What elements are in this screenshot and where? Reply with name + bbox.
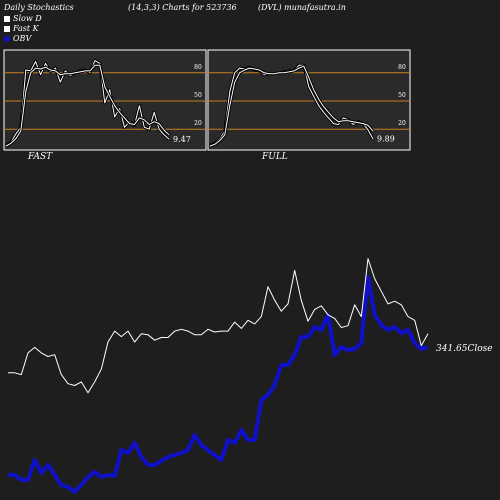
close-price-line xyxy=(8,258,429,394)
legend-item-slow-d: Slow D xyxy=(4,14,42,23)
last-close-label: 341.65Close xyxy=(436,344,493,354)
fast-ytick-label: 20 xyxy=(194,120,202,127)
full-ytick-label: 50 xyxy=(398,92,406,99)
chart-title: Daily Stochastics xyxy=(4,3,74,12)
obv-line xyxy=(8,275,429,494)
fast-last-value-label: 9.47 xyxy=(173,135,191,144)
legend-label: Fast K xyxy=(13,24,39,33)
legend-label: Slow D xyxy=(13,14,42,23)
chart-params: (14,3,3) Charts for 523736 xyxy=(128,3,237,12)
symbol-site: (DVL) munafasutra.in xyxy=(258,3,346,12)
full-last-value-label: 9.89 xyxy=(377,135,395,144)
full-ytick-label: 80 xyxy=(398,64,406,71)
legend-swatch xyxy=(4,25,10,32)
full-panel-frame xyxy=(207,49,411,151)
legend-item-fast-k: Fast K xyxy=(4,24,39,33)
legend-label: OBV xyxy=(13,34,32,43)
fast-ytick-label: 80 xyxy=(194,64,202,71)
fast-series-1-line xyxy=(5,64,170,147)
fast-ytick-label: 50 xyxy=(194,92,202,99)
full-ytick-label: 20 xyxy=(398,120,406,127)
full-panel-label: FULL xyxy=(262,152,288,162)
legend-dot xyxy=(4,35,10,42)
legend-swatch xyxy=(4,15,10,22)
fast-panel-label: FAST xyxy=(28,152,53,162)
full-series-1-line xyxy=(209,65,374,147)
legend-item-obv: OBV xyxy=(4,34,31,43)
